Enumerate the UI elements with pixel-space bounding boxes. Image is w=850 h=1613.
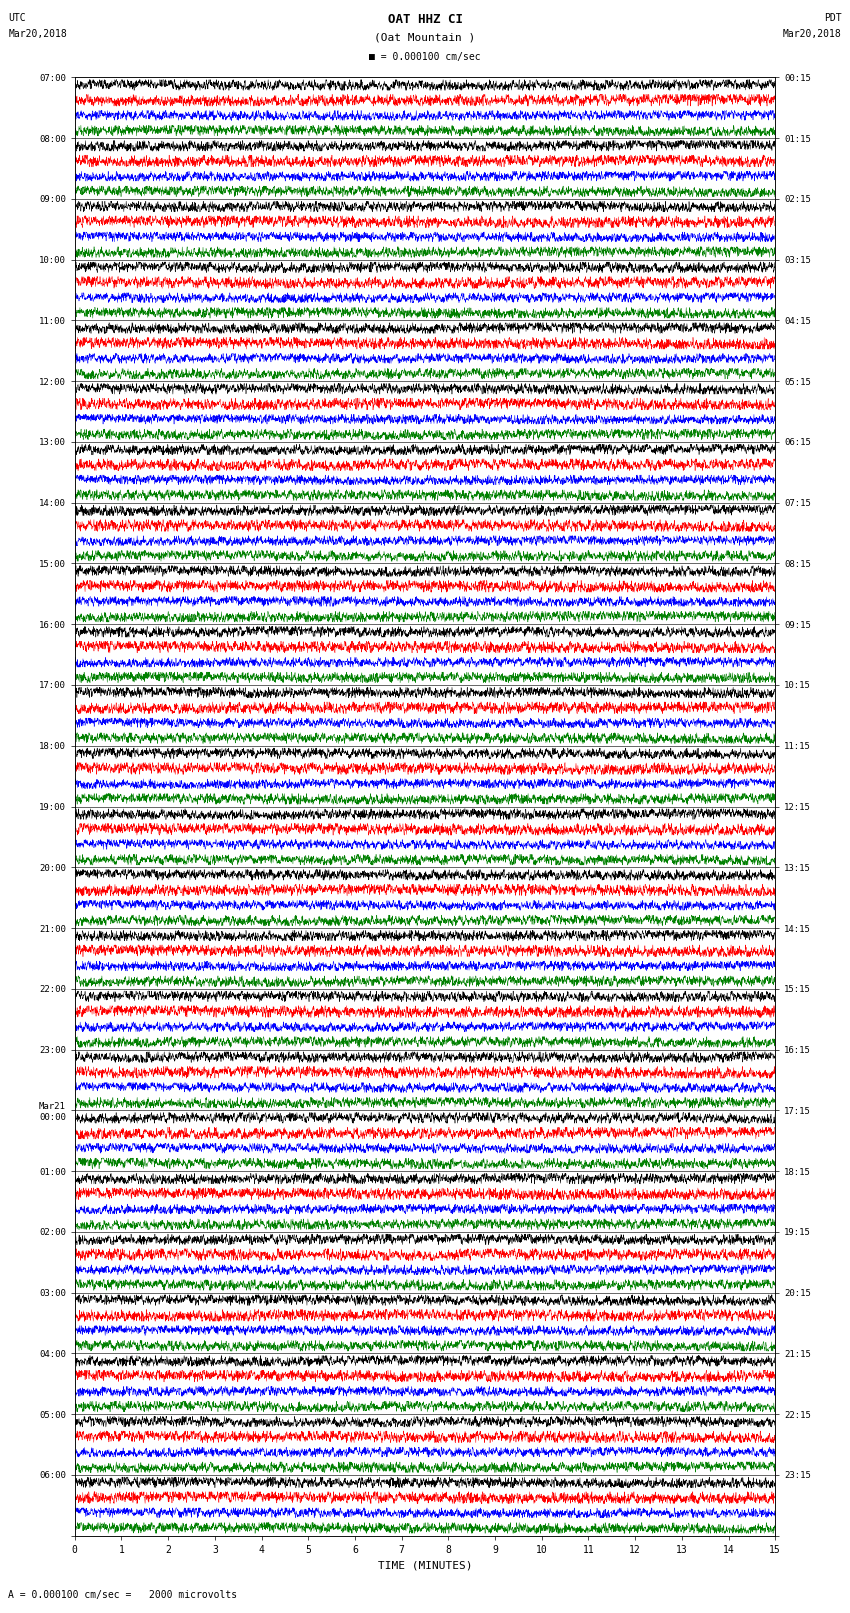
Text: Mar20,2018: Mar20,2018 <box>783 29 842 39</box>
Text: OAT HHZ CI: OAT HHZ CI <box>388 13 462 26</box>
X-axis label: TIME (MINUTES): TIME (MINUTES) <box>377 1560 473 1569</box>
Text: ■ = 0.000100 cm/sec: ■ = 0.000100 cm/sec <box>369 52 481 61</box>
Text: UTC: UTC <box>8 13 26 23</box>
Text: A = 0.000100 cm/sec =   2000 microvolts: A = 0.000100 cm/sec = 2000 microvolts <box>8 1590 238 1600</box>
Text: PDT: PDT <box>824 13 842 23</box>
Text: (Oat Mountain ): (Oat Mountain ) <box>374 32 476 42</box>
Text: Mar20,2018: Mar20,2018 <box>8 29 67 39</box>
